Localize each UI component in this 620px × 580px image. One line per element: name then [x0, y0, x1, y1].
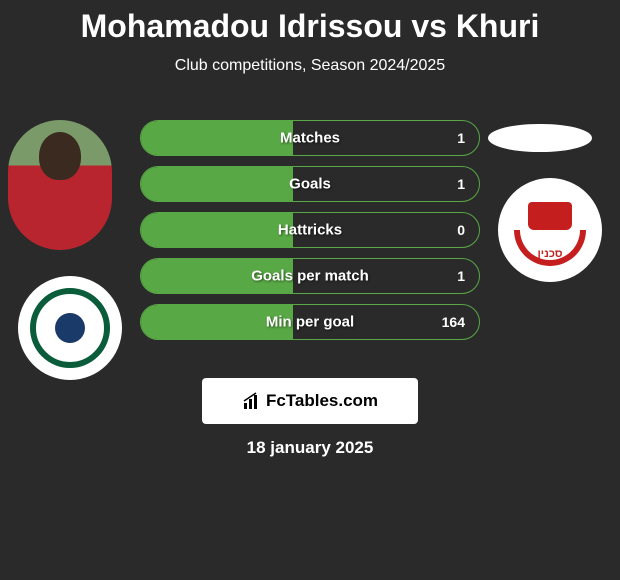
stat-fill	[141, 213, 293, 247]
date-text: 18 january 2025	[247, 438, 374, 458]
stat-row-min-per-goal: Min per goal 164	[140, 304, 480, 340]
stat-label: Hattricks	[278, 222, 342, 239]
player-photo-left	[8, 120, 112, 250]
stat-fill	[141, 121, 293, 155]
stat-row-goals-per-match: Goals per match 1	[140, 258, 480, 294]
stat-label: Min per goal	[266, 314, 354, 331]
stat-row-goals: Goals 1	[140, 166, 480, 202]
brand-text: FcTables.com	[266, 391, 378, 411]
stat-label: Matches	[280, 130, 340, 147]
stat-row-hattricks: Hattricks 0	[140, 212, 480, 248]
club-badge-right: סכנין	[498, 178, 602, 282]
page-title: Mohamadou Idrissou vs Khuri	[0, 0, 620, 45]
stat-label: Goals	[289, 176, 331, 193]
badge-animal-icon	[528, 202, 572, 230]
chart-icon	[242, 391, 262, 411]
player-photo-right	[488, 124, 592, 152]
brand-logo-box: FcTables.com	[202, 378, 418, 424]
stat-label: Goals per match	[251, 268, 369, 285]
badge-text: סכנין	[537, 248, 562, 260]
page-subtitle: Club competitions, Season 2024/2025	[0, 57, 620, 75]
stat-row-matches: Matches 1	[140, 120, 480, 156]
club-badge-left-inner	[30, 288, 110, 368]
stat-value: 164	[442, 314, 465, 330]
stat-value: 1	[457, 268, 465, 284]
stat-fill	[141, 167, 293, 201]
stat-value: 1	[457, 130, 465, 146]
club-badge-right-inner: סכנין	[514, 194, 586, 266]
stat-value: 1	[457, 176, 465, 192]
club-badge-left	[18, 276, 122, 380]
stats-container: Matches 1 Goals 1 Hattricks 0 Goals per …	[140, 120, 480, 350]
stat-value: 0	[457, 222, 465, 238]
